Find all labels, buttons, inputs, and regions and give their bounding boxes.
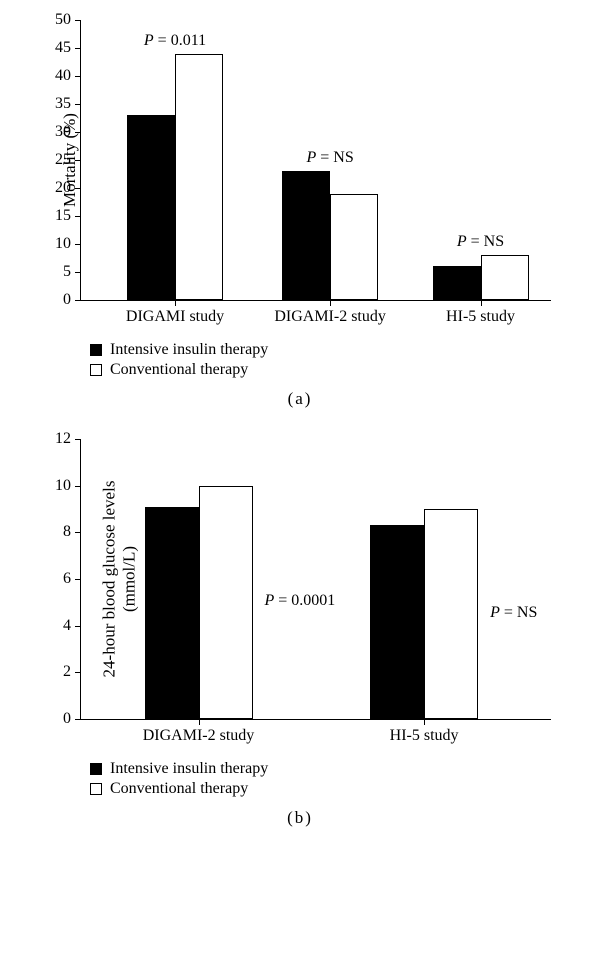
y-tick-label: 0 [63,291,81,309]
mortality-chart: Mortality (%) 05101520253035404550DIGAMI… [80,20,551,301]
legend-b: Intensive insulin therapy Conventional t… [90,760,590,798]
y-tick-label: 25 [55,151,81,169]
x-category-label: DIGAMI-2 study [274,300,386,326]
bar [282,171,330,300]
y-tick-label: 20 [55,179,81,197]
y-tick-label: 50 [55,11,81,29]
panel-b: 24-hour blood glucose levels(mmol/L) 0 2 4… [10,439,590,828]
p-value-label: P = 0.0001 [265,592,336,610]
swatch-white-icon [90,783,102,795]
bar [424,509,478,719]
y-tick-label: 40 [55,67,81,85]
y-axis-label-b: 24-hour blood glucose levels(mmol/L) [99,481,139,678]
legend-label: Intensive insulin therapy [110,760,268,778]
p-value-label: P = 0.011 [144,32,206,50]
y-tick-label: 10 [55,235,81,253]
p-value-label: P = NS [457,233,504,251]
bar [145,507,199,719]
legend-item: Conventional therapy [90,361,590,379]
x-category-label: HI-5 study [390,719,459,745]
y-tick-label: 5 [63,263,81,281]
y-tick-label: 15 [55,207,81,225]
y-tick-label: 0 [63,710,81,728]
legend-label: Conventional therapy [110,780,248,798]
bar [481,255,529,300]
y-tick-label: 8 [63,523,81,541]
bar [199,486,253,719]
y-tick-label: 35 [55,95,81,113]
y-tick-label: 4 [63,617,81,635]
panel-a: Mortality (%) 05101520253035404550DIGAMI… [10,20,590,409]
legend-label: Intensive insulin therapy [110,341,268,359]
y-tick-label: 2 [63,663,81,681]
swatch-black-icon [90,344,102,356]
legend-a: Intensive insulin therapy Conventional t… [90,341,590,379]
panel-caption-a: (a) [10,389,590,409]
legend-item: Intensive insulin therapy [90,341,590,359]
x-category-label: DIGAMI-2 study [143,719,255,745]
p-value-label: P = NS [490,604,537,622]
swatch-black-icon [90,763,102,775]
panel-caption-b: (b) [10,808,590,828]
x-category-label: DIGAMI study [126,300,224,326]
glucose-chart: 24-hour blood glucose levels(mmol/L) 024… [80,439,551,720]
y-tick-label: 12 [55,430,81,448]
swatch-white-icon [90,364,102,376]
bar [330,194,378,300]
bar [127,115,175,300]
p-value-label: P = NS [306,149,353,167]
y-tick-label: 45 [55,39,81,57]
bar [433,266,481,300]
legend-label: Conventional therapy [110,361,248,379]
legend-item: Conventional therapy [90,780,590,798]
y-tick-label: 6 [63,570,81,588]
y-tick-label: 10 [55,477,81,495]
x-category-label: HI-5 study [446,300,515,326]
legend-item: Intensive insulin therapy [90,760,590,778]
bar [370,525,424,719]
bar [175,54,223,300]
y-tick-label: 30 [55,123,81,141]
